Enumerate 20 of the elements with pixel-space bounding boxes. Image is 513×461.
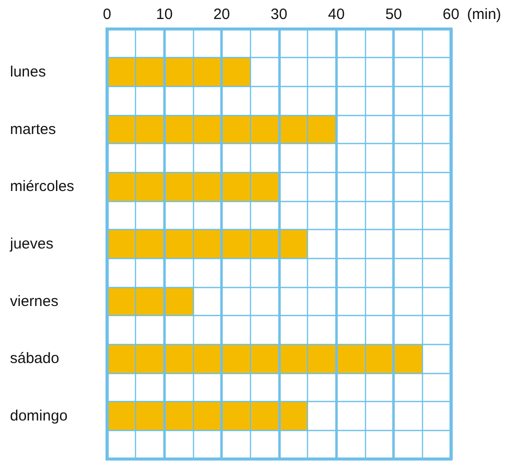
y-tick-label: domingo xyxy=(10,408,68,424)
x-tick-label: 10 xyxy=(156,6,173,23)
y-tick-label: viernes xyxy=(10,292,58,310)
x-tick-label: 50 xyxy=(385,6,402,23)
x-tick-label: 0 xyxy=(102,6,112,23)
bar xyxy=(107,230,308,258)
x-tick-label: 30 xyxy=(270,6,288,23)
y-tick-label: miércoles xyxy=(10,178,74,196)
y-tick-label: jueves xyxy=(9,236,54,252)
y-tick-label: sábado xyxy=(10,350,60,368)
y-tick-label: martes xyxy=(10,120,56,138)
bar xyxy=(107,402,308,430)
y-tick-label: lunes xyxy=(10,64,46,80)
x-axis-title: (min) xyxy=(467,6,502,23)
bar xyxy=(107,344,422,373)
bar xyxy=(107,58,250,86)
bar xyxy=(107,172,279,201)
x-tick-label: 40 xyxy=(328,6,345,23)
x-tick-label: 20 xyxy=(213,6,230,23)
x-tick-label: 60 xyxy=(442,6,460,23)
